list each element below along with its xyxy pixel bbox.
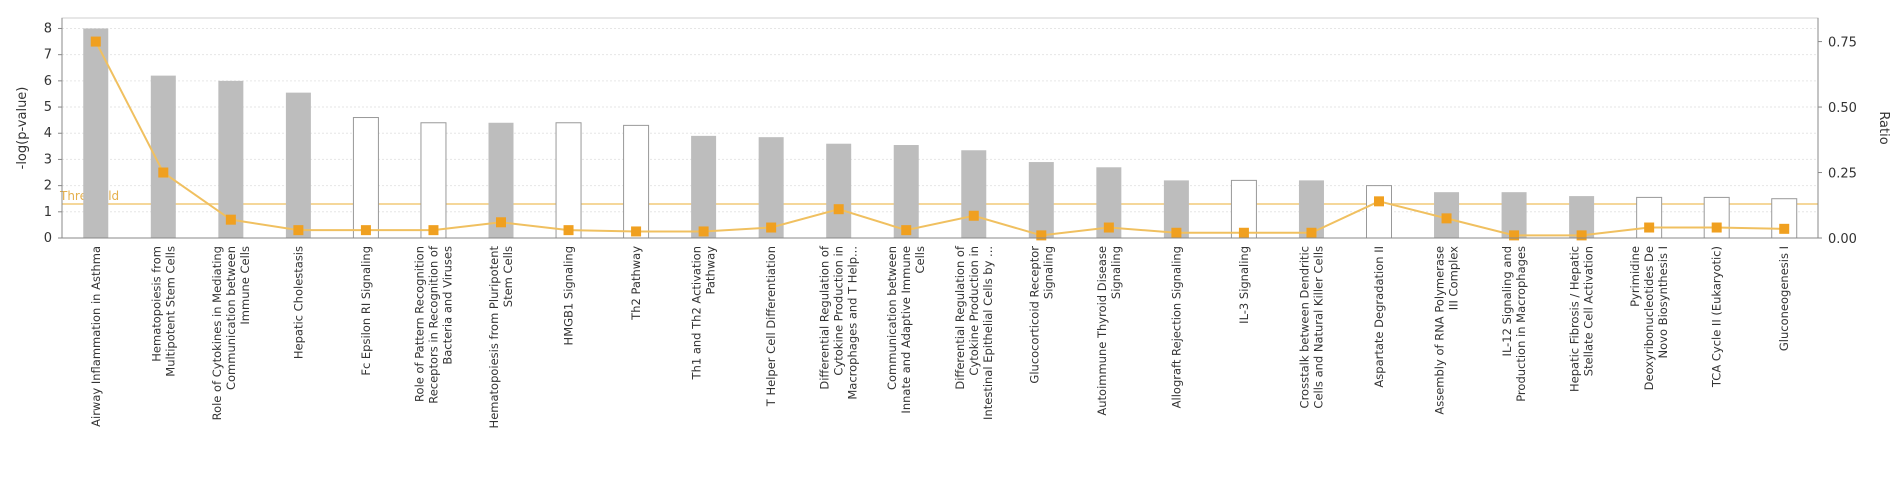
category-label: Hematopoiesis from PluripotentStem Cells [487,246,515,429]
category-label: Glucocorticoid ReceptorSignaling [1027,246,1055,384]
ratio-point [1171,227,1182,238]
category-label: Autoimmune Thyroid DiseaseSignaling [1095,246,1123,416]
ratio-point [496,217,506,228]
y-tick-label: 3 [44,152,52,167]
ratio-point [968,210,979,221]
category-label: Differential Regulation ofCytokine Produ… [818,245,860,400]
category-label: Allograft Rejection Signaling [1169,246,1183,408]
category-label: Fc Epsilon RI Signaling [359,246,373,376]
ratio-line [94,41,1785,237]
category-label: IL-12 Signaling andProduction in Macroph… [1500,246,1528,402]
category-label: Airway Inflammation in Asthma [89,246,103,427]
y-tick-label: 7 [44,48,52,63]
ratio-point [225,214,236,225]
bar [826,143,852,238]
ratio-point [158,167,169,178]
ratio-point [698,226,709,237]
bar [218,80,244,238]
category-label: Differential Regulation ofCytokine Produ… [953,245,995,420]
ratio-point [563,225,574,236]
category-label: Role of Pattern RecognitionReceptors in … [412,245,454,404]
bar [285,92,311,239]
plot-frame [61,17,1819,239]
y-tick-label: 8 [44,21,52,36]
y2-tick-label: 0.75 [1828,36,1857,51]
y-axis-label: -log(p-value) [15,87,30,170]
category-label: TCA Cycle II (Eukaryotic) [1710,246,1724,388]
ratio-point [766,222,777,233]
y2-axis-label: Ratio [1876,111,1891,144]
bar [352,117,379,239]
ratio-point [833,204,844,215]
y-tick-label: 6 [44,74,52,89]
bar [758,137,784,238]
category-label: Th1 and Th2 ActivationPathway [690,246,718,381]
ratio-point [631,226,642,237]
bar [83,28,109,238]
ratio-line-group [90,36,1790,241]
ratio-point [1644,222,1655,233]
category-labels-group: Airway Inflammation in Asthma Hematopoies… [89,245,1791,428]
category-label: Hematopoiesis fromMultipotent Stem Cells [149,246,177,377]
ratio-point [1306,227,1317,238]
ratio-point [293,225,304,236]
threshold-group: Threshold [59,189,1818,205]
bar [420,122,447,239]
bar [893,145,919,238]
category-label: Hepatic Fibrosis / HepaticStellate Cell … [1568,246,1596,392]
category-label: PyrimidineDeoxyribonucleotides DeNovo Bi… [1628,246,1670,390]
y-tick-label: 1 [44,205,52,220]
category-label: Th2 Pathway [629,246,643,321]
bar [1366,185,1392,239]
bar [1028,162,1054,238]
category-label: Communication betweenInnate and Adaptive… [885,246,927,414]
ratio-point [1779,223,1790,234]
ratio-point [1036,230,1047,241]
bar [555,122,582,239]
bar [1501,192,1527,238]
y2-tick-label: 0.25 [1828,167,1857,182]
category-label: Hepatic Cholestasis [291,246,305,359]
y-tick-label: 5 [44,100,52,115]
category-label: Role of Cytokines in MediatingCommunicat… [210,246,252,420]
ratio-point [901,225,912,236]
ratio-point [360,225,371,236]
category-label: IL-3 Signaling [1237,246,1251,324]
y2-tick-label: 0.50 [1828,101,1857,116]
category-label: Crosstalk between DendriticCells and Nat… [1297,246,1325,409]
ratio-point [1509,230,1520,241]
axes-group: 0 1 2 3 4 5 6 7 8 0.00 0.25 0.50 0.75 [44,17,1857,247]
ratio-point [1441,213,1452,224]
category-label: Gluconeogenesis I [1777,246,1791,351]
category-label: Assembly of RNA PolymeraseIII Complex [1433,246,1461,415]
category-label: HMGB1 Signaling [562,246,576,345]
ratio-point [428,225,439,236]
category-label: Aspartate Degradation II [1372,246,1386,388]
y2-tick-label: 0.00 [1828,232,1857,247]
y-tick-label: 0 [44,231,52,246]
ratio-point [1711,222,1722,233]
bar [691,135,717,238]
y-tick-label: 4 [44,126,52,141]
ratio-point [1103,222,1114,233]
bar [961,150,987,238]
category-label: T Helper Cell Differentiation [764,246,778,407]
grid-lines [62,27,1818,213]
ratio-point [1374,196,1384,207]
ratio-point [1238,227,1249,238]
ratio-point [90,36,101,47]
bar [623,124,650,239]
y-tick-label: 2 [44,179,52,194]
ratio-point [1576,230,1587,241]
